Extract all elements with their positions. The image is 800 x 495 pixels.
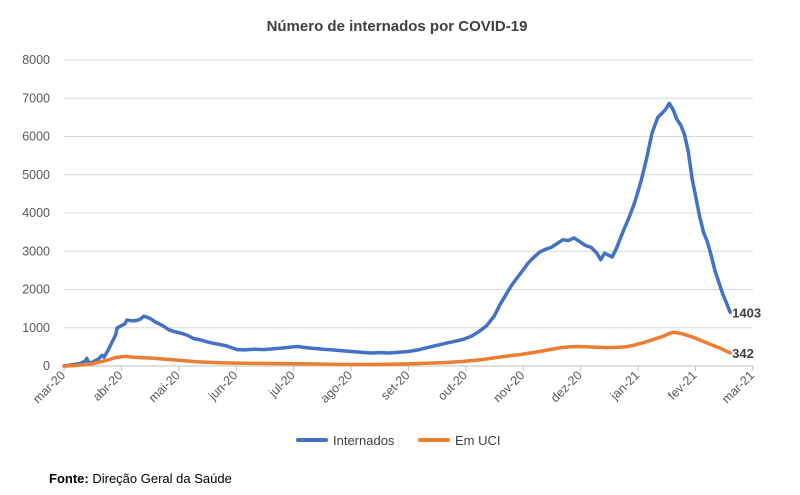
- y-tick-label: 5000: [22, 168, 50, 182]
- series-line-internados: [62, 101, 732, 368]
- y-axis-ticks: 0 1000 2000 3000 4000 5000 6000 7000 8000: [22, 53, 50, 373]
- x-tick-label: abr-20: [90, 368, 125, 403]
- source-prefix: Fonte:: [49, 471, 89, 486]
- legend-label-em-uci: Em UCI: [455, 433, 501, 448]
- x-tick-label: set-20: [378, 368, 412, 402]
- legend: Internados Em UCI: [296, 433, 501, 448]
- y-tick-label: 7000: [22, 91, 50, 105]
- end-labels: 1403 342: [732, 305, 761, 361]
- x-tick-label: nov-20: [491, 368, 528, 405]
- y-tick-label: 2000: [22, 283, 50, 297]
- x-axis-ticks: mar-20 abr-20 mai-20 jun-20 jul-20 ago-20 set-…: [30, 366, 757, 406]
- end-label-internados: 1403: [732, 305, 761, 320]
- x-tick-label: mar-21: [719, 368, 757, 406]
- series-lines: [62, 101, 732, 368]
- y-tick-label: 8000: [22, 53, 50, 67]
- source-text: Direção Geral da Saúde: [92, 471, 232, 486]
- y-tick-label: 4000: [22, 206, 50, 220]
- x-tick-label: fev-21: [665, 368, 699, 402]
- x-tick-label: out-20: [435, 368, 470, 403]
- source-note: Fonte: Direção Geral da Saúde: [49, 471, 232, 486]
- x-tick-label: jun-20: [205, 368, 240, 403]
- gridlines: [64, 59, 753, 367]
- chart-title: Número de internados por COVID-19: [267, 18, 528, 35]
- y-tick-label: 0: [43, 359, 50, 373]
- series-line-em-uci: [62, 330, 732, 368]
- x-tick-label: jul-20: [266, 368, 298, 400]
- y-tick-label: 3000: [22, 244, 50, 258]
- y-tick-label: 6000: [22, 130, 50, 144]
- x-tick-label: dez-20: [548, 368, 585, 405]
- x-tick-label: mai-20: [146, 368, 183, 405]
- end-label-em-uci: 342: [732, 346, 754, 361]
- x-tick-label: ago-20: [318, 368, 355, 405]
- y-tick-label: 1000: [22, 321, 50, 335]
- x-tick-label: jan-21: [607, 368, 642, 403]
- legend-label-internados: Internados: [333, 433, 395, 448]
- x-tick-label: mar-20: [30, 368, 68, 406]
